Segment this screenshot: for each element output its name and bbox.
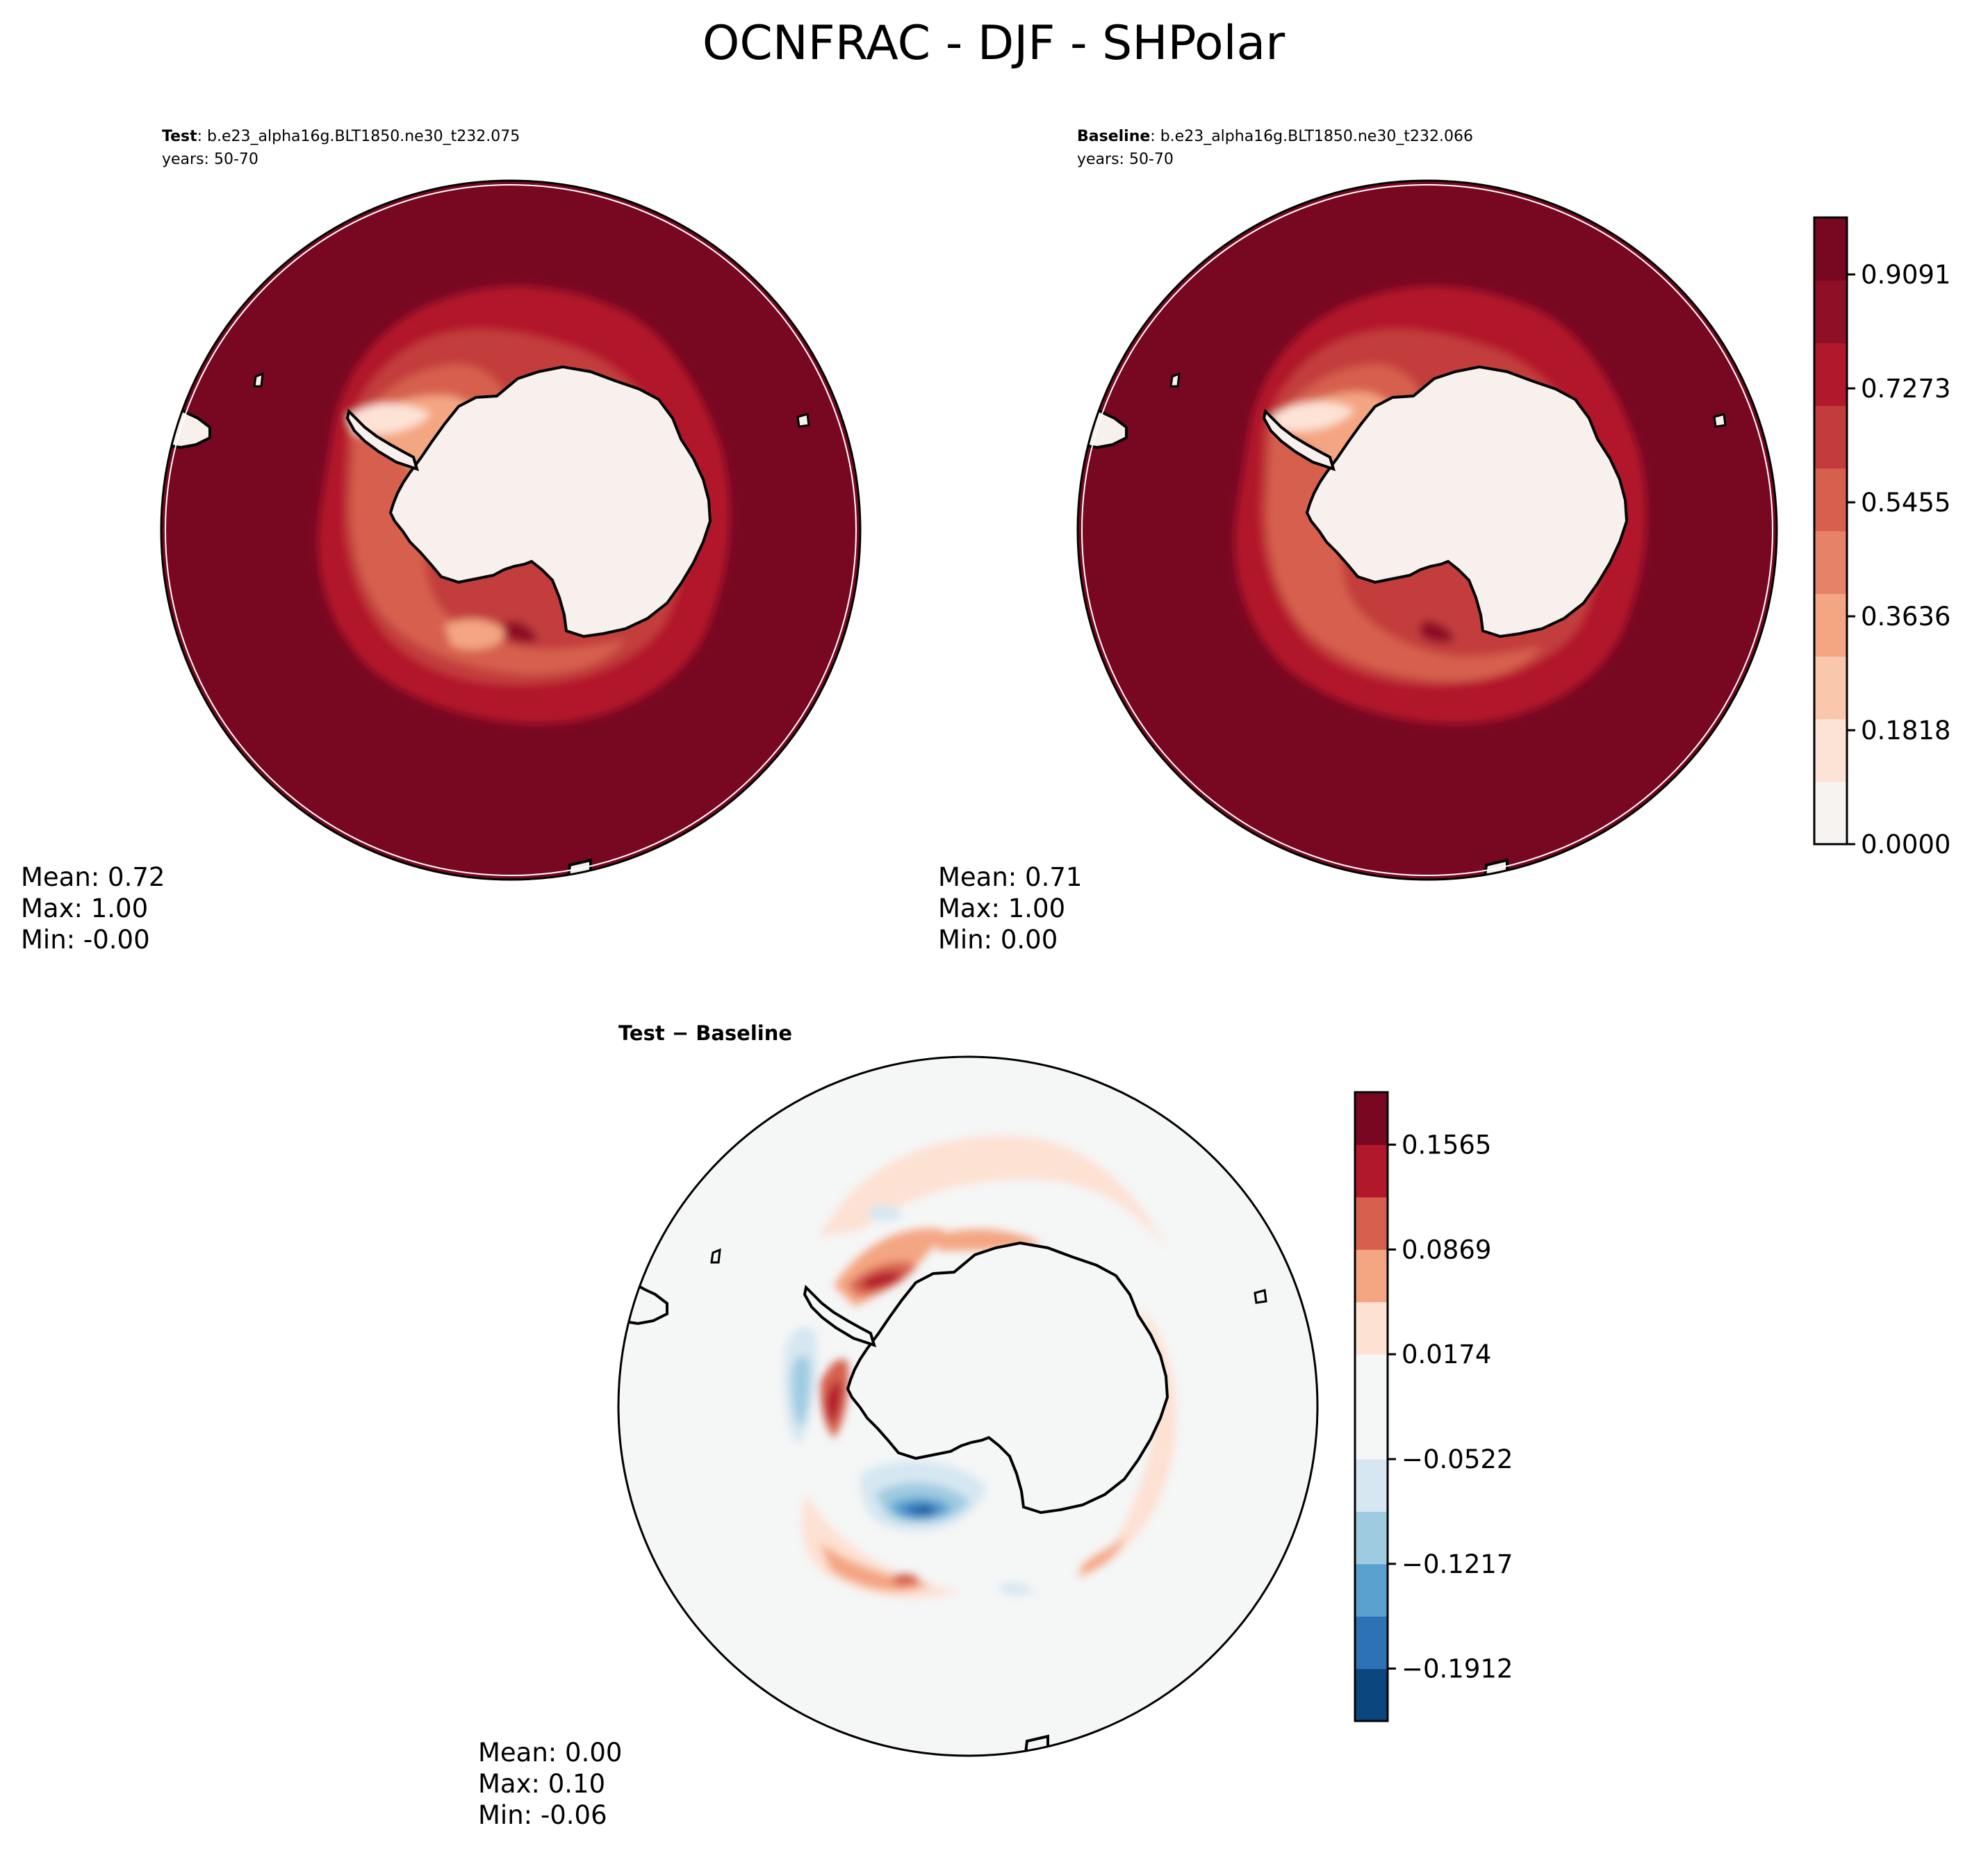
colorbar-diff-segment: [1355, 1406, 1388, 1460]
colorbar-diff-outline: [1354, 1091, 1389, 1722]
colorbar-main-segment: [1814, 343, 1847, 406]
map-test: [161, 181, 860, 880]
colorbar-diff-segment: [1355, 1668, 1388, 1722]
map-baseline-inner-ring: [1081, 184, 1773, 876]
colorbar-diff-segment: [1355, 1563, 1388, 1617]
island: [1169, 372, 1181, 388]
colorbar-diff-segment: [1355, 1196, 1388, 1250]
panel-baseline-label: Baseline: b.e23_alpha16g.BLT1850.ne30_t2…: [1077, 128, 1473, 145]
island: [796, 413, 810, 428]
stat-mean: Mean: 0.72: [21, 862, 165, 892]
map-baseline: [1078, 181, 1777, 880]
colorbar-main-segment: [1814, 405, 1847, 469]
panel-test: Test: b.e23_alpha16g.BLT1850.ne30_t232.0…: [21, 128, 862, 955]
colorbar-main-segment: [1814, 531, 1847, 594]
colorbar-main-segment: [1814, 718, 1847, 782]
colorbar-main-tick-label: 0.1818: [1861, 716, 1950, 746]
stat-max: Max: 1.00: [938, 893, 1065, 923]
island: [1713, 413, 1727, 428]
colorbar-diff-segment: [1355, 1249, 1388, 1303]
colorbar-diff-tick-label: −0.1217: [1402, 1549, 1513, 1579]
panel-test-years: years: 50-70: [162, 151, 258, 168]
map-test-boundary: [160, 179, 862, 881]
panel-difference: Test − Baseline: [478, 1021, 1319, 1830]
colorbar-diff-tick-label: 0.1565: [1402, 1130, 1491, 1160]
stat-mean: Mean: 0.71: [938, 862, 1082, 892]
colorbar-main-tick-label: 0.7273: [1861, 374, 1950, 404]
stat-mean: Mean: 0.00: [478, 1738, 622, 1768]
colorbar-main-segment: [1814, 468, 1847, 532]
island: [253, 372, 264, 388]
map-test-inner-ring: [165, 184, 857, 876]
panel-baseline: Baseline: b.e23_alpha16g.BLT1850.ne30_t2…: [938, 128, 1778, 955]
stat-max: Max: 1.00: [21, 893, 148, 923]
colorbar-diff-tick-label: −0.1912: [1402, 1654, 1513, 1684]
colorbar-main: 0.0000 0.1818 0.3636 0.5455 0.7273 0.9091: [1813, 216, 1950, 859]
stat-min: Min: 0.00: [938, 925, 1058, 955]
colorbar-diff-tick-label: −0.0522: [1402, 1444, 1513, 1474]
colorbar-main-tick-label: 0.0000: [1861, 830, 1950, 859]
stat-max: Max: 0.10: [478, 1769, 605, 1799]
stat-min: Min: -0.00: [21, 925, 150, 955]
panel-test-label: Test: b.e23_alpha16g.BLT1850.ne30_t232.0…: [162, 128, 520, 145]
map-baseline-boundary: [1076, 179, 1778, 881]
colorbar-diff-segment: [1355, 1092, 1388, 1146]
colorbar-diff-tick-label: 0.0174: [1402, 1340, 1491, 1369]
colorbar-main-segment: [1814, 217, 1847, 281]
colorbar-main-tick-label: 0.3636: [1861, 602, 1950, 632]
colorbar-diff-segment: [1355, 1616, 1388, 1670]
colorbar-diff-segment: [1355, 1511, 1388, 1565]
colorbar-main-segment: [1814, 280, 1847, 343]
panel-diff-label: Test − Baseline: [618, 1021, 792, 1045]
panel-baseline-years: years: 50-70: [1077, 151, 1174, 168]
island: [710, 1248, 721, 1264]
colorbar-diff-segment: [1355, 1144, 1388, 1198]
colorbar-diff-segment: [1355, 1354, 1388, 1408]
colorbar-diff-segment: [1355, 1458, 1388, 1512]
colorbar-main-segment: [1814, 593, 1847, 657]
island: [1254, 1289, 1267, 1304]
colorbar-main-tick-label: 0.9091: [1861, 260, 1950, 290]
colorbar-main-tick-label: 0.5455: [1861, 488, 1950, 518]
colorbar-diff-tick-label: 0.0869: [1402, 1235, 1491, 1265]
colorbar-main-outline: [1813, 216, 1848, 846]
colorbar-main-segment: [1814, 656, 1847, 720]
stat-min: Min: -0.06: [478, 1800, 607, 1830]
colorbar-difference: −0.1912 −0.1217 −0.0522 0.0174 0.0869 0.1565: [1354, 1091, 1513, 1722]
map-difference: [618, 1057, 1317, 1756]
figure-title: OCNFRAC - DJF - SHPolar: [703, 16, 1285, 71]
colorbar-diff-segment: [1355, 1301, 1388, 1355]
map-difference-boundary: [617, 1055, 1319, 1757]
colorbar-main-segment: [1814, 781, 1847, 845]
